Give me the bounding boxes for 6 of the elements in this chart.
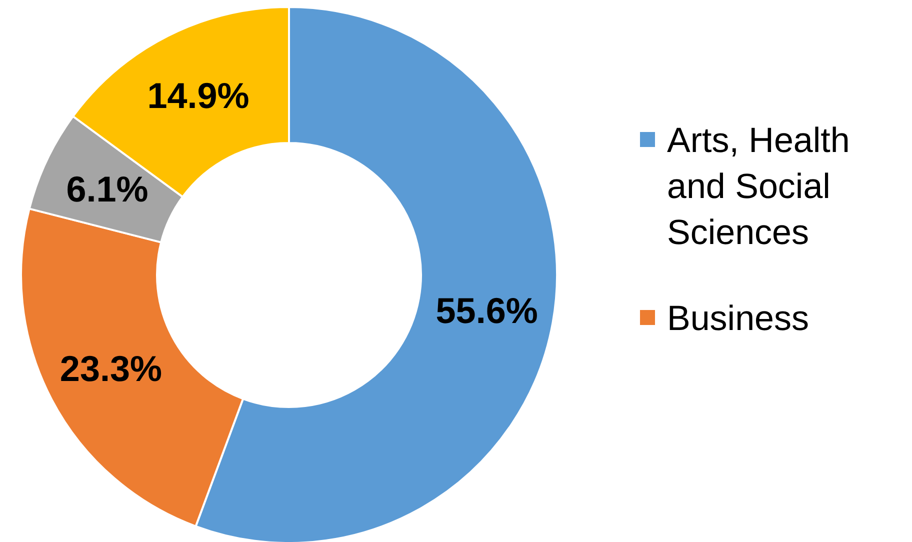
- data-label: 6.1%: [66, 168, 148, 210]
- data-label: 55.6%: [436, 290, 538, 332]
- data-label: 14.9%: [147, 75, 250, 116]
- data-label: 23.3%: [60, 348, 162, 389]
- legend-label: Business: [667, 298, 810, 340]
- legend-label: Arts, Health and Social Sciences: [667, 120, 851, 254]
